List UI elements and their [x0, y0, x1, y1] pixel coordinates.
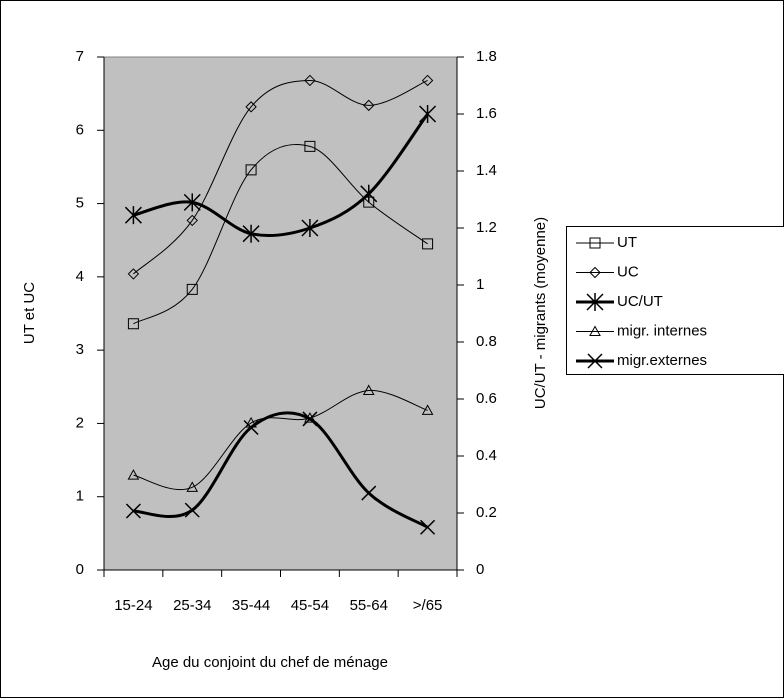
data-point: [301, 219, 319, 237]
data-point: [125, 503, 141, 519]
data-point: [243, 419, 259, 436]
data-point: [363, 99, 375, 112]
y-tick-label: 4: [76, 268, 84, 285]
y-tick-label: 7: [76, 48, 84, 65]
legend-marker: [589, 325, 601, 336]
data-point: [245, 101, 257, 113]
y2-tick-label: 0.2: [476, 504, 497, 521]
data-point: [245, 164, 257, 176]
data-point: [304, 74, 316, 87]
data-point: [183, 193, 201, 212]
y-axis-title: UT et UC: [21, 282, 38, 344]
y2-tick-label: 0.4: [476, 447, 497, 464]
data-point: [363, 196, 375, 208]
data-point: [302, 411, 318, 427]
data-point: [420, 519, 436, 535]
y-tick-label: 0: [76, 561, 84, 578]
y2-tick-label: 0: [476, 561, 484, 578]
data-point: [186, 283, 198, 295]
legend-label: UC: [617, 263, 639, 280]
legend-label: UC/UT: [617, 293, 663, 310]
plot-area: [103, 56, 458, 571]
y-tick-label: 2: [76, 414, 84, 431]
x-tick-label: >/65: [413, 597, 443, 614]
x-tick-label: 25-34: [173, 597, 211, 614]
x-tick-label: 45-54: [291, 597, 329, 614]
data-point: [421, 404, 434, 415]
series-line: [133, 143, 428, 325]
data-point: [184, 502, 200, 518]
y-tick-label: 3: [76, 341, 84, 358]
data-point: [127, 268, 140, 280]
data-point: [186, 481, 199, 492]
data-point: [362, 384, 375, 395]
y-tick-label: 6: [76, 121, 84, 138]
x-tick-label: 55-64: [350, 597, 388, 614]
y2-tick-label: 1.6: [476, 105, 497, 122]
data-point: [127, 318, 139, 330]
legend-marker: [589, 237, 601, 249]
legend-label: UT: [617, 234, 637, 251]
y2-axis-title: UC/UT - migrants (moyenne): [532, 217, 549, 409]
y-tick-label: 1: [76, 488, 84, 505]
legend-marker: [589, 266, 601, 279]
legend-marker: [586, 293, 604, 311]
x-axis-title: Age du conjoint du chef de ménage: [152, 654, 388, 671]
x-tick-label: 35-44: [232, 597, 270, 614]
legend-label: migr. internes: [617, 322, 707, 339]
data-point: [421, 74, 434, 87]
data-point: [124, 206, 142, 225]
y2-tick-label: 1.2: [476, 219, 497, 236]
legend-marker: [587, 353, 603, 369]
data-point: [360, 184, 378, 203]
series-line: [133, 389, 428, 491]
data-point: [419, 105, 437, 123]
data-point: [242, 224, 260, 243]
data-point: [127, 469, 140, 480]
y-tick-label: 5: [76, 195, 84, 212]
data-point: [422, 238, 434, 250]
series-line: [133, 79, 428, 275]
y2-tick-label: 0.8: [476, 333, 497, 350]
y2-tick-label: 1.8: [476, 48, 497, 65]
data-point: [361, 485, 377, 501]
x-tick-label: 15-24: [114, 597, 152, 614]
legend-label: migr.externes: [617, 352, 707, 369]
y2-tick-label: 1: [476, 276, 484, 293]
data-point: [304, 140, 316, 152]
y2-tick-label: 0.6: [476, 390, 497, 407]
y2-tick-label: 1.4: [476, 162, 497, 179]
data-point: [186, 214, 198, 227]
